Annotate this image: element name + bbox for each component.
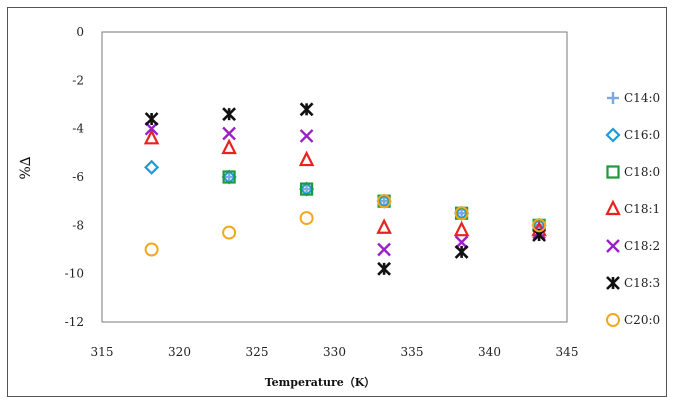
data-point [300, 182, 314, 196]
data-point [144, 242, 159, 257]
data-point [223, 171, 236, 183]
x-tick-label: 345 [556, 345, 579, 359]
y-tick-label: 0 [76, 25, 84, 39]
data-point [222, 225, 237, 240]
data-point [222, 107, 237, 122]
data-point [222, 126, 236, 141]
y-tick-label: -4 [72, 122, 84, 136]
data-point [377, 261, 392, 276]
data-points [143, 102, 547, 276]
chart-frame [7, 7, 667, 397]
legend-marker [605, 199, 621, 216]
data-point [454, 206, 469, 221]
y-axis-label: %∆ [18, 156, 34, 179]
data-point [222, 170, 236, 184]
y-tick-label: -2 [72, 73, 84, 87]
data-point [455, 207, 468, 220]
data-point [299, 211, 314, 226]
data-point [143, 128, 160, 145]
legend-marker [606, 239, 620, 253]
data-point [532, 218, 547, 233]
legend-marker [606, 313, 620, 327]
data-point [377, 194, 392, 209]
legend-label: C20:0 [624, 313, 660, 327]
x-tick-label: 325 [246, 345, 269, 359]
legend-label: C18:0 [624, 165, 660, 179]
legend-label: C18:1 [624, 202, 660, 216]
y-tick-label: -12 [65, 315, 84, 329]
legend-marker [607, 92, 619, 104]
legend-label: C16:0 [624, 128, 660, 142]
data-point [453, 220, 470, 237]
y-tick-label: -10 [65, 267, 84, 281]
data-point [378, 195, 391, 208]
x-tick-label: 335 [401, 345, 424, 359]
x-axis-ticks: 315 320 325 330 335 340 345 [91, 345, 579, 359]
legend-label: C14:0 [624, 91, 660, 105]
x-tick-label: 330 [323, 345, 346, 359]
x-axis-label: Temperature（K） [265, 376, 376, 389]
data-point [299, 129, 314, 143]
data-point [300, 183, 313, 196]
data-point [454, 244, 469, 259]
x-tick-label: 320 [168, 345, 191, 359]
data-point [144, 159, 160, 175]
data-point [221, 138, 237, 155]
x-tick-label: 315 [91, 345, 114, 359]
legend-label: C18:2 [624, 239, 660, 253]
x-tick-label: 340 [478, 345, 501, 359]
legend-marker [605, 127, 621, 143]
y-axis-ticks: 0 -2 -4 -6 -8 -10 -12 [65, 25, 85, 329]
legend-label: C18:3 [624, 276, 660, 290]
data-point [377, 242, 391, 257]
data-point [144, 112, 159, 126]
data-point [298, 150, 315, 167]
data-point [299, 102, 314, 117]
y-tick-label: -8 [72, 218, 84, 232]
y-tick-label: -6 [72, 170, 84, 184]
legend: C14:0 C16:0 C18:0 C18:1 C18:2 C18:3 C20:0 [605, 91, 660, 327]
legend-marker [606, 276, 620, 290]
data-point [376, 218, 392, 234]
plot-area [101, 31, 568, 323]
legend-marker [606, 165, 620, 179]
